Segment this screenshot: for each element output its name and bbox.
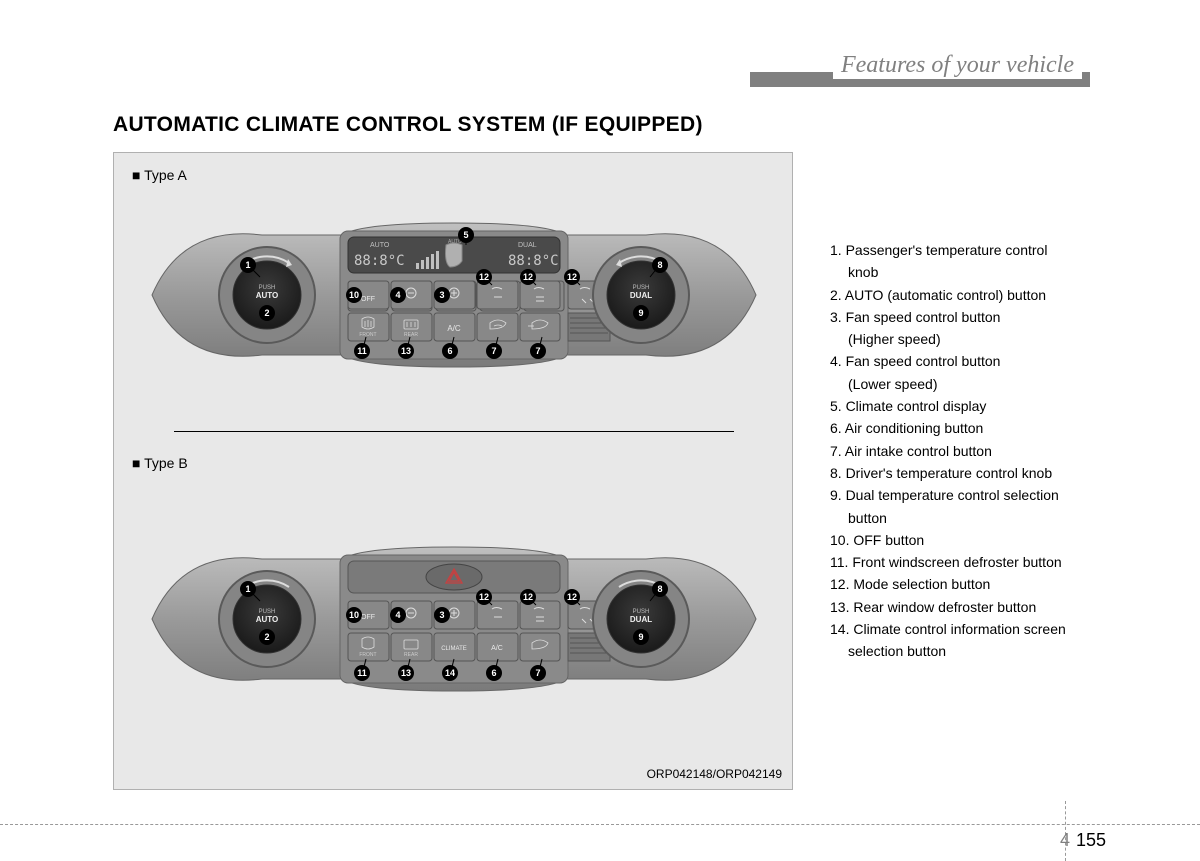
display-auto-label: AUTO: [370, 242, 390, 249]
display-temp-left: 88:8°C: [354, 253, 405, 269]
svg-text:DUAL: DUAL: [630, 291, 652, 300]
svg-text:11: 11: [357, 346, 367, 356]
chapter-title: Features of your vehicle: [833, 52, 1082, 79]
svg-text:5: 5: [463, 230, 468, 240]
figure-divider: [174, 431, 734, 432]
svg-text:11: 11: [357, 668, 367, 678]
legend-item: 10. OFF button: [830, 530, 1100, 550]
svg-text:AUTO: AUTO: [256, 615, 279, 624]
svg-text:12: 12: [523, 592, 533, 602]
svg-text:6: 6: [491, 668, 496, 678]
svg-text:A/C: A/C: [491, 645, 503, 652]
svg-text:14: 14: [445, 668, 455, 678]
svg-text:CLIMATE: CLIMATE: [441, 646, 467, 652]
svg-text:6: 6: [447, 346, 452, 356]
section-heading: AUTOMATIC CLIMATE CONTROL SYSTEM (IF EQU…: [113, 113, 703, 137]
legend-item-sub: (Lower speed): [830, 374, 1100, 394]
type-b-label: ■ Type B: [132, 455, 188, 471]
svg-text:8: 8: [657, 584, 662, 594]
legend-item: 1. Passenger's temperature control: [830, 240, 1100, 260]
legend-item: 2. AUTO (automatic control) button: [830, 285, 1100, 305]
svg-text:7: 7: [535, 346, 540, 356]
page-num: 155: [1076, 830, 1106, 850]
legend-item-sub: button: [830, 508, 1100, 528]
svg-text:9: 9: [638, 308, 643, 318]
svg-text:7: 7: [491, 346, 496, 356]
svg-text:FRONT: FRONT: [359, 332, 376, 338]
figure-reference: ORP042148/ORP042149: [647, 767, 782, 781]
svg-text:3: 3: [439, 290, 444, 300]
svg-text:13: 13: [401, 668, 411, 678]
legend-item: 11. Front windscreen defroster button: [830, 552, 1100, 572]
page-number: 4 155: [1060, 830, 1106, 851]
svg-text:OFF: OFF: [361, 614, 375, 621]
legend-item: 12. Mode selection button: [830, 574, 1100, 594]
svg-text:4: 4: [395, 610, 400, 620]
legend-item-sub: selection button: [830, 641, 1100, 661]
svg-text:3: 3: [439, 610, 444, 620]
legend-item: 6. Air conditioning button: [830, 418, 1100, 438]
legend-item: 3. Fan speed control button: [830, 307, 1100, 327]
svg-text:8: 8: [657, 260, 662, 270]
legend-item: 5. Climate control display: [830, 396, 1100, 416]
display-dual-label: DUAL: [518, 242, 537, 249]
footer-rule: [0, 824, 1200, 825]
climate-panel-type-b: OFF CLIMATE A/C FRONT REAR: [142, 529, 766, 709]
driver-temp-knob[interactable]: PUSH DUAL: [593, 247, 689, 343]
svg-text:12: 12: [479, 592, 489, 602]
svg-text:13: 13: [401, 346, 411, 356]
svg-text:1: 1: [245, 584, 250, 594]
svg-text:12: 12: [567, 272, 577, 282]
svg-text:12: 12: [479, 272, 489, 282]
svg-text:4: 4: [395, 290, 400, 300]
legend-item: 9. Dual temperature control selection: [830, 485, 1100, 505]
legend-item: 13. Rear window defroster button: [830, 597, 1100, 617]
svg-text:10: 10: [349, 290, 359, 300]
driver-temp-knob-b[interactable]: PUSH DUAL: [593, 571, 689, 667]
passenger-temp-knob-b[interactable]: PUSH AUTO: [219, 571, 315, 667]
legend-item: 7. Air intake control button: [830, 441, 1100, 461]
svg-text:OFF: OFF: [361, 296, 375, 303]
svg-text:10: 10: [349, 610, 359, 620]
svg-text:FRONT: FRONT: [359, 652, 376, 658]
passenger-temp-knob[interactable]: PUSH AUTO: [219, 247, 315, 343]
svg-text:9: 9: [638, 632, 643, 642]
legend-item-sub: (Higher speed): [830, 329, 1100, 349]
svg-text:REAR: REAR: [404, 332, 418, 338]
svg-text:REAR: REAR: [404, 652, 418, 658]
svg-text:12: 12: [567, 592, 577, 602]
legend-item: 4. Fan speed control button: [830, 351, 1100, 371]
legend-list: 1. Passenger's temperature controlknob 2.…: [830, 240, 1100, 664]
legend-item-sub: knob: [830, 262, 1100, 282]
airflow-icon: AUTO: [446, 239, 463, 267]
figure-container: ■ Type A AUTO DUAL 88:8: [113, 152, 793, 790]
hazard-button[interactable]: [426, 564, 482, 590]
svg-text:2: 2: [264, 632, 269, 642]
display-temp-right: 88:8°C: [508, 253, 559, 269]
legend-item: 8. Driver's temperature control knob: [830, 463, 1100, 483]
climate-panel-type-a: AUTO DUAL 88:8°C 88:8°C AUTO OFF: [142, 205, 766, 385]
svg-text:AUTO: AUTO: [256, 291, 279, 300]
svg-text:7: 7: [535, 668, 540, 678]
svg-text:12: 12: [523, 272, 533, 282]
svg-text:1: 1: [245, 260, 250, 270]
legend-item: 14. Climate control information screen: [830, 619, 1100, 639]
type-a-label: ■ Type A: [132, 167, 187, 183]
chapter-number: 4: [1060, 830, 1070, 850]
svg-text:A/C: A/C: [447, 324, 461, 333]
svg-text:2: 2: [264, 308, 269, 318]
svg-text:DUAL: DUAL: [630, 615, 652, 624]
